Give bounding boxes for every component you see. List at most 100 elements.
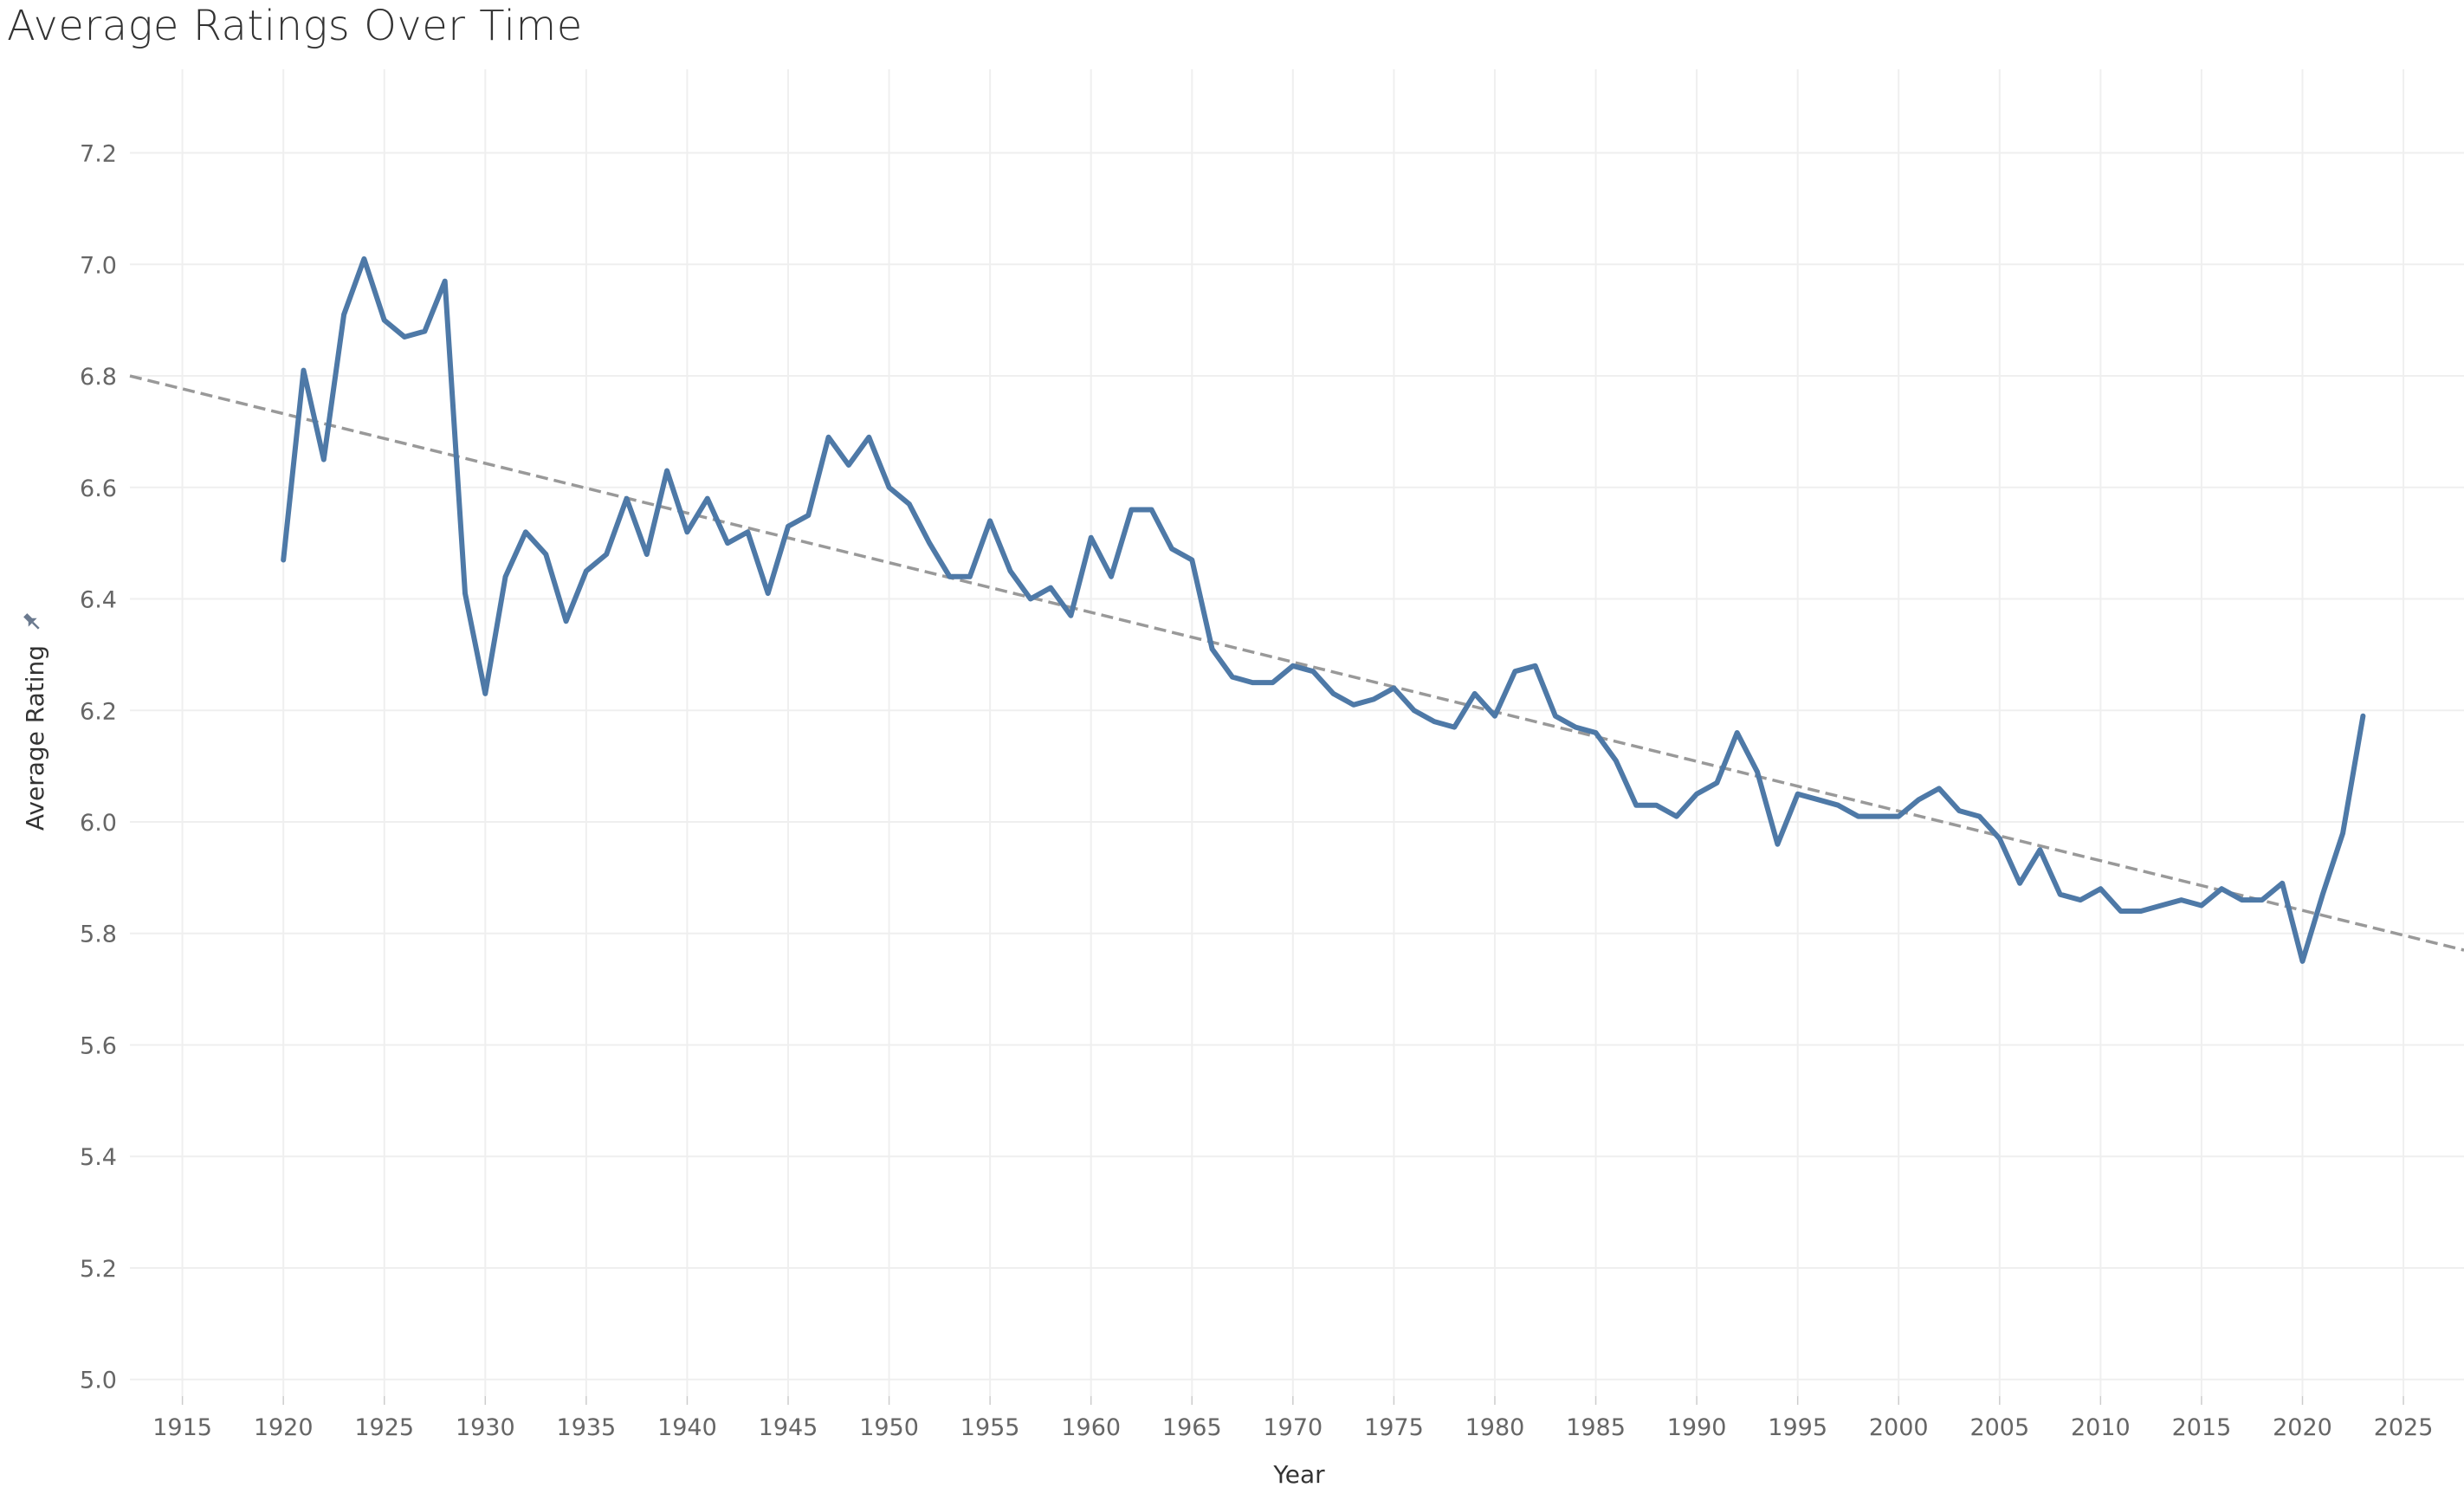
data-point[interactable] bbox=[1935, 784, 1943, 792]
data-point[interactable] bbox=[602, 550, 611, 559]
data-point[interactable] bbox=[1430, 717, 1439, 726]
data-point[interactable] bbox=[541, 550, 550, 559]
data-point[interactable] bbox=[986, 516, 994, 525]
data-point[interactable] bbox=[1087, 534, 1096, 542]
data-point[interactable] bbox=[1854, 812, 1863, 821]
data-point[interactable] bbox=[1571, 723, 1580, 732]
data-point[interactable] bbox=[1551, 712, 1560, 721]
data-point[interactable] bbox=[501, 572, 510, 581]
data-point[interactable] bbox=[1066, 611, 1075, 620]
data-point[interactable] bbox=[1309, 667, 1317, 676]
data-point[interactable] bbox=[804, 511, 812, 520]
data-point[interactable] bbox=[2157, 902, 2165, 910]
data-point[interactable] bbox=[1592, 728, 1601, 737]
data-point[interactable] bbox=[1289, 662, 1297, 670]
data-point[interactable] bbox=[2137, 907, 2145, 915]
data-point[interactable] bbox=[441, 277, 449, 286]
data-point[interactable] bbox=[1794, 790, 1802, 799]
data-point[interactable] bbox=[1471, 689, 1479, 698]
data-point[interactable] bbox=[320, 456, 328, 464]
data-point[interactable] bbox=[1410, 706, 1419, 715]
data-point[interactable] bbox=[2177, 896, 2186, 904]
data-point[interactable] bbox=[764, 589, 773, 598]
data-point[interactable] bbox=[743, 527, 752, 536]
data-point[interactable] bbox=[380, 316, 389, 325]
data-point[interactable] bbox=[2015, 879, 2024, 888]
data-point[interactable] bbox=[885, 483, 894, 492]
data-point[interactable] bbox=[946, 572, 954, 581]
data-point[interactable] bbox=[1228, 673, 1237, 682]
data-point[interactable] bbox=[1672, 812, 1681, 821]
data-point[interactable] bbox=[1148, 506, 1156, 514]
data-point[interactable] bbox=[340, 310, 348, 319]
data-point[interactable] bbox=[1652, 801, 1661, 810]
data-point[interactable] bbox=[2035, 845, 2044, 854]
data-point[interactable] bbox=[1026, 595, 1035, 604]
data-point[interactable] bbox=[825, 433, 833, 442]
data-point[interactable] bbox=[1531, 662, 1540, 670]
data-point[interactable] bbox=[864, 433, 873, 442]
data-point[interactable] bbox=[663, 467, 671, 475]
data-point[interactable] bbox=[966, 572, 974, 581]
data-point[interactable] bbox=[2258, 896, 2267, 904]
series-line[interactable] bbox=[281, 255, 2366, 964]
data-point[interactable] bbox=[1733, 728, 1742, 737]
data-point[interactable] bbox=[1510, 667, 1519, 676]
data-point[interactable] bbox=[1773, 840, 1782, 849]
data-point[interactable] bbox=[2318, 890, 2327, 899]
data-point[interactable] bbox=[2358, 712, 2367, 721]
data-point[interactable] bbox=[1107, 572, 1116, 581]
data-point[interactable] bbox=[2096, 884, 2105, 893]
data-point[interactable] bbox=[2278, 879, 2286, 888]
data-point[interactable] bbox=[1814, 795, 1822, 804]
data-point[interactable] bbox=[723, 539, 732, 547]
data-point[interactable] bbox=[300, 366, 308, 375]
data-point[interactable] bbox=[1753, 767, 1762, 776]
data-point[interactable] bbox=[1208, 644, 1217, 653]
data-point[interactable] bbox=[2117, 907, 2125, 915]
data-point[interactable] bbox=[1833, 801, 1842, 810]
data-point[interactable] bbox=[1369, 695, 1378, 703]
data-point[interactable] bbox=[1006, 566, 1015, 575]
data-point[interactable] bbox=[925, 539, 934, 547]
data-point[interactable] bbox=[1976, 812, 1984, 821]
data-point[interactable] bbox=[643, 550, 651, 559]
data-point[interactable] bbox=[1712, 779, 1721, 787]
data-point[interactable] bbox=[1269, 678, 1277, 687]
data-point[interactable] bbox=[1167, 545, 1176, 553]
data-point[interactable] bbox=[1046, 584, 1055, 592]
data-point[interactable] bbox=[481, 689, 489, 698]
data-point[interactable] bbox=[582, 566, 591, 575]
data-point[interactable] bbox=[420, 327, 429, 336]
data-point[interactable] bbox=[359, 255, 368, 263]
data-point[interactable] bbox=[1612, 756, 1620, 765]
data-point[interactable] bbox=[562, 617, 571, 625]
data-point[interactable] bbox=[905, 500, 914, 508]
data-point[interactable] bbox=[2076, 896, 2085, 904]
data-point[interactable] bbox=[1955, 806, 1963, 815]
data-point[interactable] bbox=[1248, 678, 1257, 687]
data-point[interactable] bbox=[1127, 506, 1135, 514]
data-point[interactable] bbox=[623, 495, 631, 503]
data-point[interactable] bbox=[2197, 902, 2206, 910]
data-point[interactable] bbox=[1450, 723, 1458, 732]
data-point[interactable] bbox=[2238, 896, 2247, 904]
data-point[interactable] bbox=[844, 461, 853, 469]
data-point[interactable] bbox=[1915, 795, 1924, 804]
data-point[interactable] bbox=[784, 522, 792, 531]
data-point[interactable] bbox=[1894, 812, 1903, 821]
data-point[interactable] bbox=[1389, 684, 1398, 693]
data-point[interactable] bbox=[461, 589, 469, 598]
data-point[interactable] bbox=[2056, 890, 2065, 899]
data-point[interactable] bbox=[682, 527, 691, 536]
data-point[interactable] bbox=[2299, 957, 2307, 966]
data-point[interactable] bbox=[1632, 801, 1640, 810]
pin-icon[interactable] bbox=[21, 611, 42, 632]
data-point[interactable] bbox=[1187, 556, 1196, 565]
data-point[interactable] bbox=[2338, 829, 2347, 838]
data-point[interactable] bbox=[279, 556, 288, 565]
data-point[interactable] bbox=[703, 495, 712, 503]
data-point[interactable] bbox=[1874, 812, 1883, 821]
data-point[interactable] bbox=[1329, 689, 1338, 698]
data-point[interactable] bbox=[1491, 712, 1499, 721]
